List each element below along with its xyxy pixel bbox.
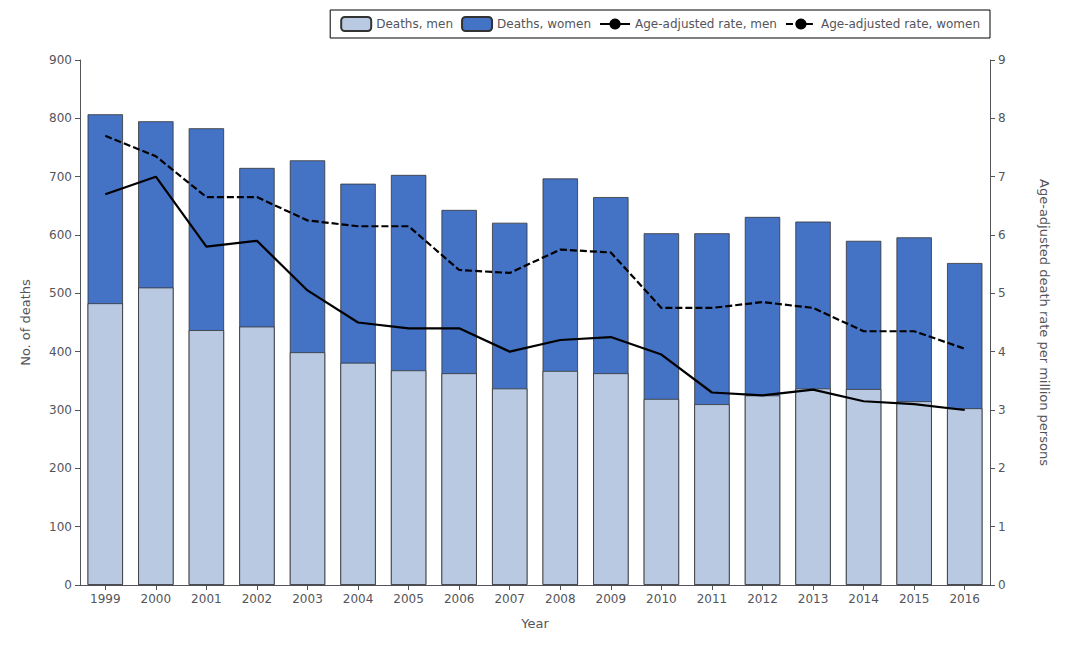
svg-text:Deaths, women: Deaths, women: [497, 17, 591, 31]
svg-text:2015: 2015: [899, 592, 930, 606]
svg-text:2005: 2005: [393, 592, 424, 606]
svg-text:No. of deaths: No. of deaths: [18, 279, 33, 366]
svg-text:400: 400: [49, 345, 72, 359]
svg-text:Deaths, men: Deaths, men: [376, 17, 453, 31]
svg-text:8: 8: [998, 111, 1006, 125]
svg-text:0: 0: [64, 578, 72, 592]
svg-text:Age-adjusted rate, women: Age-adjusted rate, women: [821, 17, 980, 31]
svg-text:2013: 2013: [798, 592, 829, 606]
svg-text:2016: 2016: [949, 592, 980, 606]
svg-text:9: 9: [998, 53, 1006, 67]
svg-text:2002: 2002: [242, 592, 273, 606]
svg-text:2007: 2007: [494, 592, 525, 606]
svg-text:700: 700: [49, 170, 72, 184]
svg-text:1: 1: [998, 520, 1006, 534]
svg-text:Year: Year: [520, 616, 549, 631]
svg-text:2: 2: [998, 461, 1006, 475]
svg-text:300: 300: [49, 403, 72, 417]
svg-text:800: 800: [49, 111, 72, 125]
svg-text:2006: 2006: [444, 592, 475, 606]
svg-text:6: 6: [998, 228, 1006, 242]
svg-text:2011: 2011: [697, 592, 728, 606]
svg-text:7: 7: [998, 170, 1006, 184]
svg-text:2012: 2012: [747, 592, 778, 606]
svg-text:2008: 2008: [545, 592, 576, 606]
svg-text:600: 600: [49, 228, 72, 242]
svg-text:2014: 2014: [848, 592, 879, 606]
svg-text:200: 200: [49, 461, 72, 475]
svg-text:2000: 2000: [141, 592, 172, 606]
svg-text:900: 900: [49, 53, 72, 67]
svg-text:3: 3: [998, 403, 1006, 417]
svg-text:1999: 1999: [90, 592, 121, 606]
svg-text:Age-adjusted death rate per mi: Age-adjusted death rate per million pers…: [1037, 179, 1052, 466]
svg-text:2001: 2001: [191, 592, 222, 606]
svg-text:2009: 2009: [596, 592, 627, 606]
svg-text:2010: 2010: [646, 592, 677, 606]
svg-text:Age-adjusted rate, men: Age-adjusted rate, men: [635, 17, 777, 31]
svg-text:5: 5: [998, 286, 1006, 300]
svg-text:4: 4: [998, 345, 1006, 359]
svg-text:100: 100: [49, 520, 72, 534]
svg-text:500: 500: [49, 286, 72, 300]
svg-text:0: 0: [998, 578, 1006, 592]
svg-text:2004: 2004: [343, 592, 374, 606]
svg-text:2003: 2003: [292, 592, 323, 606]
